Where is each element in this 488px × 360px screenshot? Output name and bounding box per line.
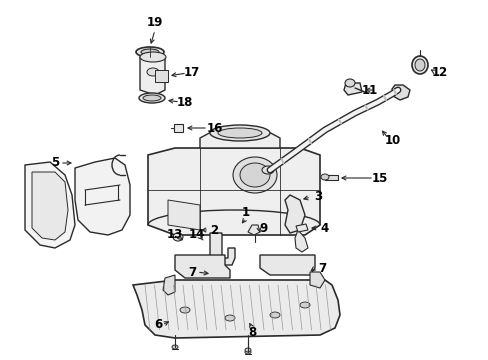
Ellipse shape — [262, 166, 273, 174]
Text: 18: 18 — [177, 95, 193, 108]
Ellipse shape — [139, 93, 164, 103]
Polygon shape — [140, 57, 164, 95]
Ellipse shape — [244, 350, 250, 354]
Ellipse shape — [136, 47, 163, 57]
Ellipse shape — [232, 157, 276, 193]
Ellipse shape — [218, 128, 262, 138]
Polygon shape — [174, 124, 183, 132]
Text: 7: 7 — [317, 261, 325, 274]
Polygon shape — [175, 255, 229, 278]
Polygon shape — [155, 70, 168, 82]
Text: 3: 3 — [313, 190, 322, 203]
Polygon shape — [25, 162, 75, 248]
Polygon shape — [295, 224, 307, 232]
Ellipse shape — [142, 95, 161, 101]
Ellipse shape — [269, 312, 280, 318]
Text: 14: 14 — [188, 229, 205, 242]
Text: 13: 13 — [166, 229, 183, 242]
Ellipse shape — [299, 302, 309, 308]
Text: 11: 11 — [361, 84, 377, 96]
Polygon shape — [294, 230, 307, 252]
Ellipse shape — [180, 307, 190, 313]
Polygon shape — [133, 280, 339, 338]
Polygon shape — [200, 130, 280, 148]
Polygon shape — [325, 175, 337, 180]
Polygon shape — [148, 148, 319, 235]
Polygon shape — [285, 195, 305, 233]
Ellipse shape — [172, 345, 178, 349]
Ellipse shape — [414, 59, 424, 71]
Text: 12: 12 — [431, 66, 447, 78]
Polygon shape — [247, 225, 260, 235]
Text: 6: 6 — [154, 319, 162, 332]
Polygon shape — [391, 85, 409, 100]
Text: 4: 4 — [320, 221, 328, 234]
Ellipse shape — [173, 233, 183, 241]
Text: 17: 17 — [183, 67, 200, 80]
Ellipse shape — [147, 68, 159, 76]
Text: 8: 8 — [247, 325, 256, 338]
Text: 15: 15 — [371, 171, 387, 184]
Polygon shape — [260, 255, 314, 275]
Polygon shape — [75, 158, 130, 235]
Ellipse shape — [141, 49, 159, 55]
Polygon shape — [168, 200, 200, 230]
Ellipse shape — [244, 348, 250, 352]
Ellipse shape — [240, 163, 269, 187]
Ellipse shape — [411, 56, 427, 74]
Text: 9: 9 — [259, 221, 267, 234]
Polygon shape — [163, 275, 175, 295]
Polygon shape — [343, 83, 361, 95]
Ellipse shape — [224, 315, 235, 321]
Ellipse shape — [320, 174, 328, 180]
Text: 10: 10 — [384, 134, 400, 147]
Text: 5: 5 — [51, 157, 59, 170]
Text: 1: 1 — [242, 206, 249, 219]
Polygon shape — [209, 233, 235, 265]
Ellipse shape — [209, 125, 269, 141]
Text: 16: 16 — [206, 122, 223, 135]
Text: 2: 2 — [209, 224, 218, 237]
Polygon shape — [309, 272, 325, 288]
Text: 19: 19 — [146, 15, 163, 28]
Ellipse shape — [345, 79, 354, 87]
Polygon shape — [32, 172, 68, 240]
Text: 7: 7 — [187, 266, 196, 279]
Ellipse shape — [140, 52, 165, 62]
